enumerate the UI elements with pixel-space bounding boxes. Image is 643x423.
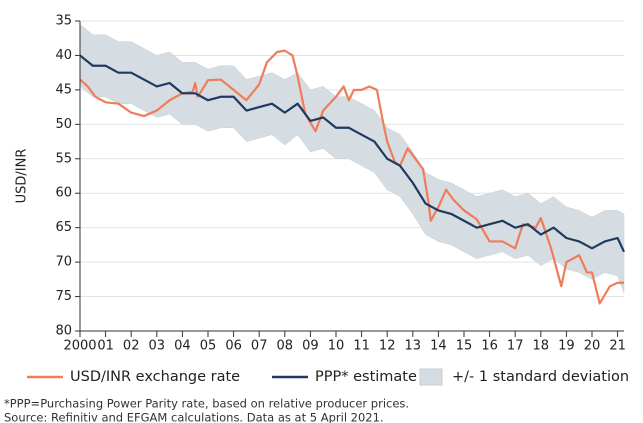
x-tick-label: 2000 bbox=[63, 339, 96, 354]
x-tick-label: 15 bbox=[456, 339, 473, 354]
y-tick-label: 60 bbox=[55, 186, 72, 201]
y-tick-label: 50 bbox=[55, 117, 72, 132]
y-axis-label: USD/INR bbox=[15, 149, 30, 204]
legend-label: +/- 1 standard deviation bbox=[452, 369, 629, 385]
x-tick-label: 04 bbox=[174, 339, 191, 354]
x-tick-label: 03 bbox=[149, 339, 166, 354]
x-tick-label: 18 bbox=[533, 339, 550, 354]
x-tick-label: 20 bbox=[584, 339, 601, 354]
legend-label: USD/INR exchange rate bbox=[70, 369, 240, 385]
line bbox=[79, 49, 624, 305]
x-tick-label: 13 bbox=[405, 339, 422, 354]
x-tick-label: 16 bbox=[481, 339, 498, 354]
x-tick-label: 05 bbox=[200, 339, 217, 354]
footnote: *PPP=Purchasing Power Parity rate, based… bbox=[4, 397, 409, 411]
x-tick-label: 02 bbox=[123, 339, 140, 354]
x-tick-label: 09 bbox=[302, 339, 319, 354]
x-tick-label: 17 bbox=[507, 339, 524, 354]
band bbox=[79, 23, 625, 294]
x-tick-label: 19 bbox=[558, 339, 575, 354]
x-tick-label: 14 bbox=[430, 339, 447, 354]
y-tick-label: 75 bbox=[55, 289, 72, 304]
x-tick-label: 21 bbox=[609, 339, 626, 354]
x-tick-label: 07 bbox=[251, 339, 268, 354]
legend-swatch bbox=[419, 368, 443, 386]
line bbox=[79, 54, 625, 253]
y-tick-label: 35 bbox=[55, 14, 72, 29]
y-tick-label: 65 bbox=[55, 220, 72, 235]
x-tick-label: 12 bbox=[379, 339, 396, 354]
y-tick-label: 55 bbox=[55, 151, 72, 166]
x-tick-label: 01 bbox=[97, 339, 114, 354]
y-tick-label: 70 bbox=[55, 255, 72, 270]
x-tick-label: 11 bbox=[353, 339, 370, 354]
x-tick-label: 08 bbox=[277, 339, 294, 354]
x-tick-label: 10 bbox=[328, 339, 345, 354]
source: Source: Refinitiv and EFGAM calculations… bbox=[4, 411, 384, 423]
x-tick-label: 06 bbox=[225, 339, 242, 354]
y-tick-label: 45 bbox=[55, 82, 72, 97]
y-tick-label: 80 bbox=[55, 324, 72, 339]
legend-label: PPP* estimate bbox=[315, 369, 417, 385]
y-tick-label: 40 bbox=[55, 48, 72, 63]
